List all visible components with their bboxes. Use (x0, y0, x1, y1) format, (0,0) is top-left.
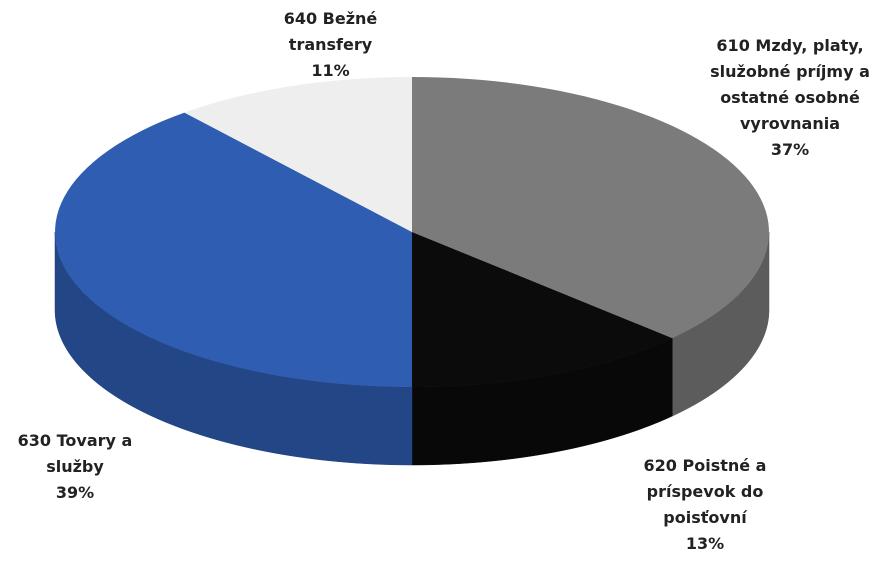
value-label: 37% (770, 140, 810, 159)
slice (412, 232, 673, 387)
category-label: 610 Mzdy, platy, služobné príjmy a ostat… (710, 36, 870, 133)
value-label: 39% (55, 483, 95, 502)
category-label: 620 Poistné a príspevok do poisťovní (643, 456, 767, 527)
slice (412, 77, 769, 339)
slice (184, 77, 412, 232)
value-label: 11% (311, 61, 350, 80)
slice-label: 630 Tovary a služby 39% (0, 428, 150, 506)
category-label: 640 Bežné transfery (283, 9, 378, 54)
slice (55, 112, 413, 388)
value-label: 13% (685, 534, 725, 553)
category-label: 630 Tovary a služby (17, 431, 133, 476)
slice-label: 610 Mzdy, platy, služobné príjmy a ostat… (700, 33, 880, 163)
slice-label: 620 Poistné a príspevok do poisťovní 13% (625, 453, 785, 557)
slice-label: 640 Bežné transfery 11% (268, 6, 393, 84)
